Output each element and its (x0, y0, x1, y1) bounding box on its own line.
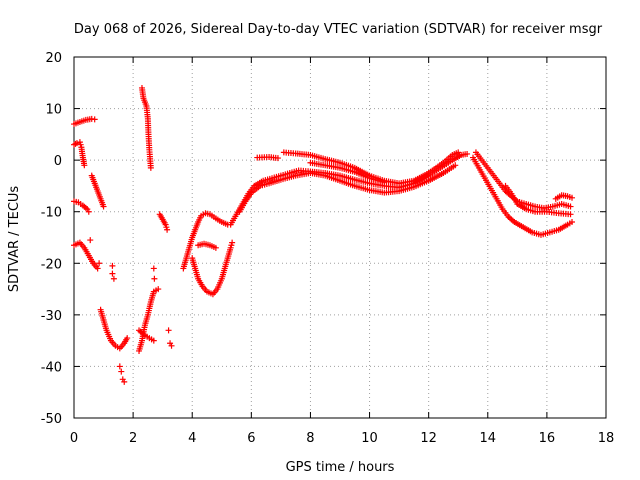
data-point (94, 265, 101, 272)
y-tick-label: -40 (41, 360, 62, 375)
data-point (212, 244, 219, 251)
data-point (150, 265, 157, 272)
series-arc-j (156, 211, 171, 233)
data-point (85, 208, 92, 215)
data-point (164, 226, 171, 233)
series-arc-u (502, 182, 574, 218)
plot-frame (73, 56, 607, 419)
data-point (464, 150, 471, 157)
tick-layer: 0 2 4 6 8 10 12 14 16 18 -50 -40 -30 -20 -10 0 10 20 (41, 51, 615, 446)
series-arc-n (227, 150, 471, 228)
data-point (121, 378, 128, 385)
series-arc-p (254, 154, 281, 162)
y-tick-label: -50 (41, 412, 62, 427)
series-arc-a (71, 115, 98, 128)
x-tick-label: 0 (70, 431, 78, 446)
x-tick-label: 8 (306, 431, 314, 446)
series-arc-d (71, 239, 101, 272)
data-point (110, 275, 117, 282)
y-tick-label: -30 (41, 309, 62, 324)
y-tick-label: -10 (41, 206, 62, 221)
series-arc-f (97, 306, 131, 352)
series-arc-c (71, 198, 92, 215)
data-point (116, 363, 123, 370)
series-sparse (87, 237, 175, 385)
data-point (165, 327, 172, 334)
data-point (452, 162, 459, 169)
data-point (567, 203, 574, 210)
data-point (567, 211, 574, 218)
data-point (100, 203, 107, 210)
data-point (569, 219, 576, 226)
series-arc-i (136, 327, 157, 344)
x-tick-label: 16 (539, 431, 556, 446)
data-point (124, 335, 131, 342)
x-tick-label: 18 (598, 431, 615, 446)
data-point (147, 164, 154, 171)
series-arc-e (88, 172, 107, 210)
y-tick-label: 0 (54, 154, 62, 169)
data-point (151, 275, 158, 282)
series-arc-r (307, 159, 388, 186)
data-point (150, 337, 157, 344)
data-point (109, 262, 116, 269)
series-arc-v (552, 192, 576, 202)
chart-title: Day 068 of 2026, Sidereal Day-to-day VTE… (74, 22, 603, 37)
series-arc-k (180, 210, 231, 272)
data-point (73, 140, 80, 147)
data-point (229, 239, 236, 246)
series-arc-t (470, 154, 576, 238)
series-arc-g (138, 84, 154, 171)
x-tick-label: 6 (247, 431, 255, 446)
data-point (118, 368, 125, 375)
data-point (381, 179, 388, 186)
x-tick-label: 4 (188, 431, 196, 446)
data-point (109, 270, 116, 277)
x-tick-label: 10 (361, 431, 378, 446)
data-point (81, 162, 88, 169)
data-point (87, 237, 94, 244)
point-layer (71, 84, 576, 385)
x-tick-label: 2 (129, 431, 137, 446)
series-arc-o (236, 162, 459, 215)
series-arc-l (189, 239, 236, 298)
data-point (455, 149, 462, 156)
data-point (91, 116, 98, 123)
data-point (96, 260, 103, 267)
series-arc-b (71, 139, 88, 169)
series-arc-m (195, 240, 219, 251)
data-point (155, 286, 162, 293)
y-tick-label: -20 (41, 257, 62, 272)
x-axis-label: GPS time / hours (286, 460, 395, 475)
x-tick-label: 14 (480, 431, 497, 446)
y-axis-label: SDTVAR / TECUs (7, 186, 22, 293)
data-point (168, 342, 175, 349)
x-tick-label: 12 (420, 431, 437, 446)
data-point (274, 155, 281, 162)
grid-layer (74, 57, 606, 418)
data-point (569, 194, 576, 201)
y-tick-label: 20 (45, 51, 62, 66)
y-tick-label: 10 (45, 103, 62, 118)
series-arc-h (136, 286, 162, 354)
